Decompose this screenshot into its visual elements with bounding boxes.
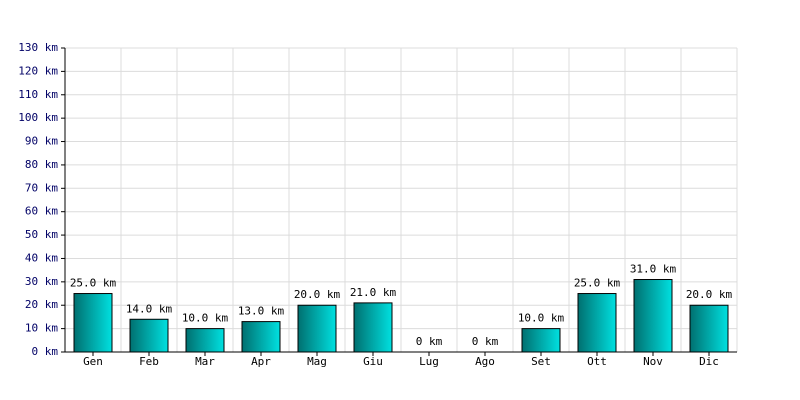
y-tick-label: 130 km bbox=[18, 41, 58, 54]
value-label: 21.0 km bbox=[350, 286, 397, 299]
value-label: 31.0 km bbox=[630, 263, 677, 276]
x-tick-label: Lug bbox=[419, 355, 439, 368]
x-tick-label: Dic bbox=[699, 355, 719, 368]
value-label: 25.0 km bbox=[70, 277, 117, 290]
y-tick-label: 30 km bbox=[25, 275, 58, 288]
x-tick-label: Gen bbox=[83, 355, 103, 368]
value-label: 13.0 km bbox=[238, 305, 285, 318]
bar bbox=[633, 279, 673, 353]
y-tick-label: 40 km bbox=[25, 251, 58, 264]
value-label: 14.0 km bbox=[126, 302, 173, 315]
value-label: 0 km bbox=[472, 335, 499, 348]
value-label: 25.0 km bbox=[574, 277, 621, 290]
bar bbox=[521, 328, 561, 353]
y-tick-label: 0 km bbox=[32, 345, 59, 358]
bar bbox=[577, 293, 617, 353]
y-tick-label: 60 km bbox=[25, 205, 58, 218]
x-tick-label: Mag bbox=[307, 355, 327, 368]
y-tick-label: 110 km bbox=[18, 88, 58, 101]
y-tick-label: 100 km bbox=[18, 111, 58, 124]
bar bbox=[353, 302, 393, 353]
y-tick-label: 90 km bbox=[25, 135, 58, 148]
y-tick-label: 50 km bbox=[25, 228, 58, 241]
bar bbox=[185, 328, 225, 353]
y-tick-label: 80 km bbox=[25, 158, 58, 171]
x-tick-label: Mar bbox=[195, 355, 215, 368]
y-tick-label: 70 km bbox=[25, 181, 58, 194]
y-tick-label: 10 km bbox=[25, 322, 58, 335]
value-label: 20.0 km bbox=[294, 288, 341, 301]
bar bbox=[297, 304, 337, 353]
bar bbox=[689, 304, 729, 353]
x-tick-label: Ott bbox=[587, 355, 607, 368]
y-tick-label: 120 km bbox=[18, 64, 58, 77]
bar bbox=[129, 318, 169, 353]
x-tick-label: Giu bbox=[363, 355, 383, 368]
y-tick-label: 20 km bbox=[25, 298, 58, 311]
bar bbox=[241, 321, 281, 353]
x-tick-label: Ago bbox=[475, 355, 495, 368]
value-label: 20.0 km bbox=[686, 288, 733, 301]
x-tick-label: Nov bbox=[643, 355, 663, 368]
x-tick-label: Feb bbox=[139, 355, 159, 368]
value-label: 10.0 km bbox=[182, 312, 229, 325]
x-tick-label: Apr bbox=[251, 355, 271, 368]
bar bbox=[73, 293, 113, 353]
x-tick-label: Set bbox=[531, 355, 551, 368]
value-label: 10.0 km bbox=[518, 312, 565, 325]
value-label: 0 km bbox=[416, 335, 443, 348]
